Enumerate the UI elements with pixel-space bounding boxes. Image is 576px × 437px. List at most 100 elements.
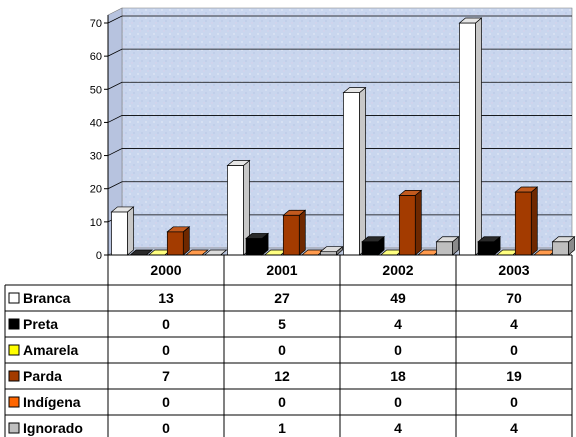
y-tick-label: 60	[90, 51, 102, 63]
row-label-preta: Preta	[23, 316, 58, 332]
row-label-indígena: Indígena	[23, 394, 81, 410]
category-label-2003: 2003	[498, 262, 529, 278]
data-label: 13	[158, 290, 174, 306]
bar-front	[245, 238, 263, 256]
data-label: 0	[510, 342, 518, 358]
row-label-amarela: Amarela	[23, 342, 78, 358]
bar-front	[552, 241, 569, 256]
bar-front	[398, 194, 416, 256]
data-label: 0	[278, 342, 286, 358]
bar-preta-2003	[477, 235, 502, 256]
bar-preta-2002	[361, 235, 386, 256]
bar-front	[282, 214, 300, 256]
bar-front	[459, 22, 476, 256]
data-label: 49	[390, 290, 406, 306]
gridline	[107, 148, 572, 156]
bar-top	[342, 87, 367, 93]
legend-key-preta	[8, 318, 20, 330]
data-label: 1	[278, 420, 286, 436]
legend-key-amarela	[8, 344, 20, 356]
category-label-2000: 2000	[150, 262, 181, 278]
bar-top	[245, 233, 270, 239]
bar-side	[359, 86, 366, 256]
gridline	[107, 15, 572, 24]
bar-front	[436, 241, 453, 256]
row-label-ignorado: Ignorado	[23, 420, 83, 436]
data-label: 0	[394, 342, 402, 358]
bar-front	[343, 92, 360, 256]
bar-top	[477, 236, 502, 243]
data-label: 5	[278, 316, 286, 332]
bar-front	[227, 165, 244, 256]
bar-side	[475, 17, 482, 256]
data-label: 0	[510, 394, 518, 410]
y-tick-label: 70	[90, 18, 102, 30]
data-label: 0	[162, 394, 170, 410]
bar-parda-2003	[514, 186, 539, 256]
row-label-parda: Parda	[23, 368, 62, 384]
data-label: 0	[278, 394, 286, 410]
bar-side	[530, 186, 538, 256]
bar-branca-2003	[458, 17, 483, 256]
data-label: 18	[390, 368, 406, 384]
gridline	[107, 115, 572, 123]
bar-branca-2000	[110, 206, 135, 256]
bar-preta-2001	[245, 232, 270, 256]
bar-front	[514, 191, 532, 256]
bar-top	[361, 236, 386, 243]
legend-key-parda	[8, 370, 20, 382]
bar-top	[226, 160, 251, 166]
category-label-2002: 2002	[382, 262, 413, 278]
legend-key-indígena	[8, 396, 20, 408]
row-label-branca: Branca	[23, 290, 71, 306]
data-label: 4	[510, 316, 518, 332]
data-label: 4	[394, 420, 402, 436]
y-tick-label: 30	[90, 151, 102, 163]
bar-branca-2002	[342, 86, 367, 256]
data-label: 12	[274, 368, 290, 384]
y-tick-label: 20	[90, 184, 102, 196]
bar-top	[110, 206, 135, 213]
legend-key-ignorado	[8, 422, 20, 434]
data-label: 0	[162, 316, 170, 332]
gridline	[107, 181, 572, 190]
bar-parda-2000	[166, 226, 191, 256]
y-tick-label: 40	[90, 117, 102, 129]
bar-parda-2002	[398, 189, 423, 256]
gridline	[107, 48, 572, 57]
legend-key-branca	[8, 292, 20, 304]
data-label: 19	[506, 368, 522, 384]
bar-top	[514, 186, 539, 193]
gridline	[107, 81, 572, 90]
category-label-2001: 2001	[266, 262, 297, 278]
bar-front	[111, 211, 128, 256]
data-label: 7	[162, 368, 170, 384]
bar-ignorado-2002	[435, 235, 460, 256]
bar-side	[298, 209, 306, 256]
data-label: 0	[162, 420, 170, 436]
bar-side	[414, 189, 422, 256]
bar-ignorado-2003	[551, 235, 576, 256]
data-label: 0	[394, 394, 402, 410]
bar-top	[166, 226, 191, 233]
bar-top	[282, 209, 307, 216]
data-label: 4	[510, 420, 518, 436]
bar-front	[361, 241, 379, 256]
bar-front	[477, 241, 495, 256]
bar-top	[319, 246, 344, 253]
data-label: 0	[162, 342, 170, 358]
data-label: 27	[274, 290, 290, 306]
y-tick-label: 50	[90, 84, 102, 96]
bar-front	[166, 231, 184, 256]
bar-parda-2001	[282, 209, 307, 256]
y-tick-label: 0	[96, 250, 102, 262]
bar-top	[551, 236, 576, 243]
bar-top	[398, 189, 423, 196]
bar-ignorado-2001	[319, 245, 344, 256]
data-label: 70	[506, 290, 522, 306]
bar-side	[127, 206, 134, 256]
y-tick-label: 10	[90, 217, 102, 229]
bar-top	[435, 236, 460, 243]
